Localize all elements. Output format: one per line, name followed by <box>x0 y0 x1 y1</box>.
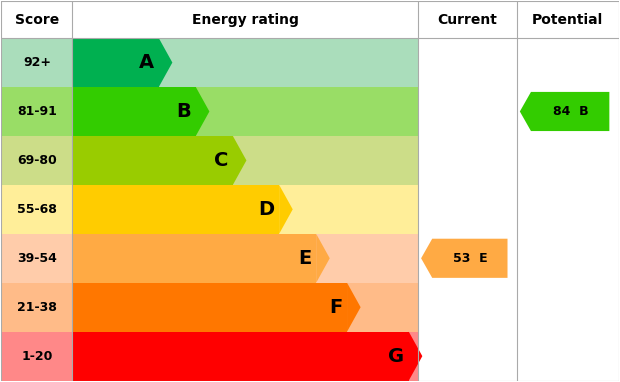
Text: 92+: 92+ <box>23 56 51 69</box>
Polygon shape <box>409 332 422 380</box>
Text: C: C <box>213 151 228 170</box>
Polygon shape <box>347 283 361 332</box>
Polygon shape <box>159 38 172 87</box>
Text: 1-20: 1-20 <box>21 350 53 363</box>
Bar <box>1 332 73 380</box>
Bar <box>73 234 418 283</box>
Bar <box>73 283 347 332</box>
Polygon shape <box>520 92 609 131</box>
Bar <box>73 332 409 380</box>
Text: 69-80: 69-80 <box>17 154 57 167</box>
Bar <box>73 38 418 87</box>
Text: 53  E: 53 E <box>453 252 488 265</box>
Text: D: D <box>258 200 274 219</box>
Bar <box>1 234 73 283</box>
Bar <box>73 136 233 185</box>
Bar <box>73 185 418 234</box>
Polygon shape <box>279 185 293 234</box>
Text: 55-68: 55-68 <box>17 203 57 216</box>
Bar <box>1 87 73 136</box>
Text: Potential: Potential <box>532 13 603 27</box>
Text: 84  B: 84 B <box>553 105 588 118</box>
Polygon shape <box>233 136 246 185</box>
Text: F: F <box>329 298 342 317</box>
Text: G: G <box>388 346 404 366</box>
Text: A: A <box>139 53 154 72</box>
Text: 21-38: 21-38 <box>17 301 57 314</box>
Bar <box>73 87 196 136</box>
Bar <box>73 283 418 332</box>
Polygon shape <box>421 239 508 278</box>
Text: Current: Current <box>438 13 497 27</box>
Bar <box>73 332 418 380</box>
Bar <box>73 234 316 283</box>
Text: B: B <box>176 102 191 121</box>
Bar <box>1 185 73 234</box>
Bar <box>1 136 73 185</box>
Bar <box>1 38 73 87</box>
Bar <box>73 136 418 185</box>
Text: E: E <box>298 249 311 268</box>
Bar <box>73 185 279 234</box>
Text: 39-54: 39-54 <box>17 252 57 265</box>
Text: Score: Score <box>15 13 59 27</box>
Polygon shape <box>316 234 330 283</box>
Text: Energy rating: Energy rating <box>192 13 299 27</box>
Text: 81-91: 81-91 <box>17 105 57 118</box>
Bar <box>1 283 73 332</box>
Bar <box>73 87 418 136</box>
Polygon shape <box>196 87 210 136</box>
Bar <box>73 38 159 87</box>
